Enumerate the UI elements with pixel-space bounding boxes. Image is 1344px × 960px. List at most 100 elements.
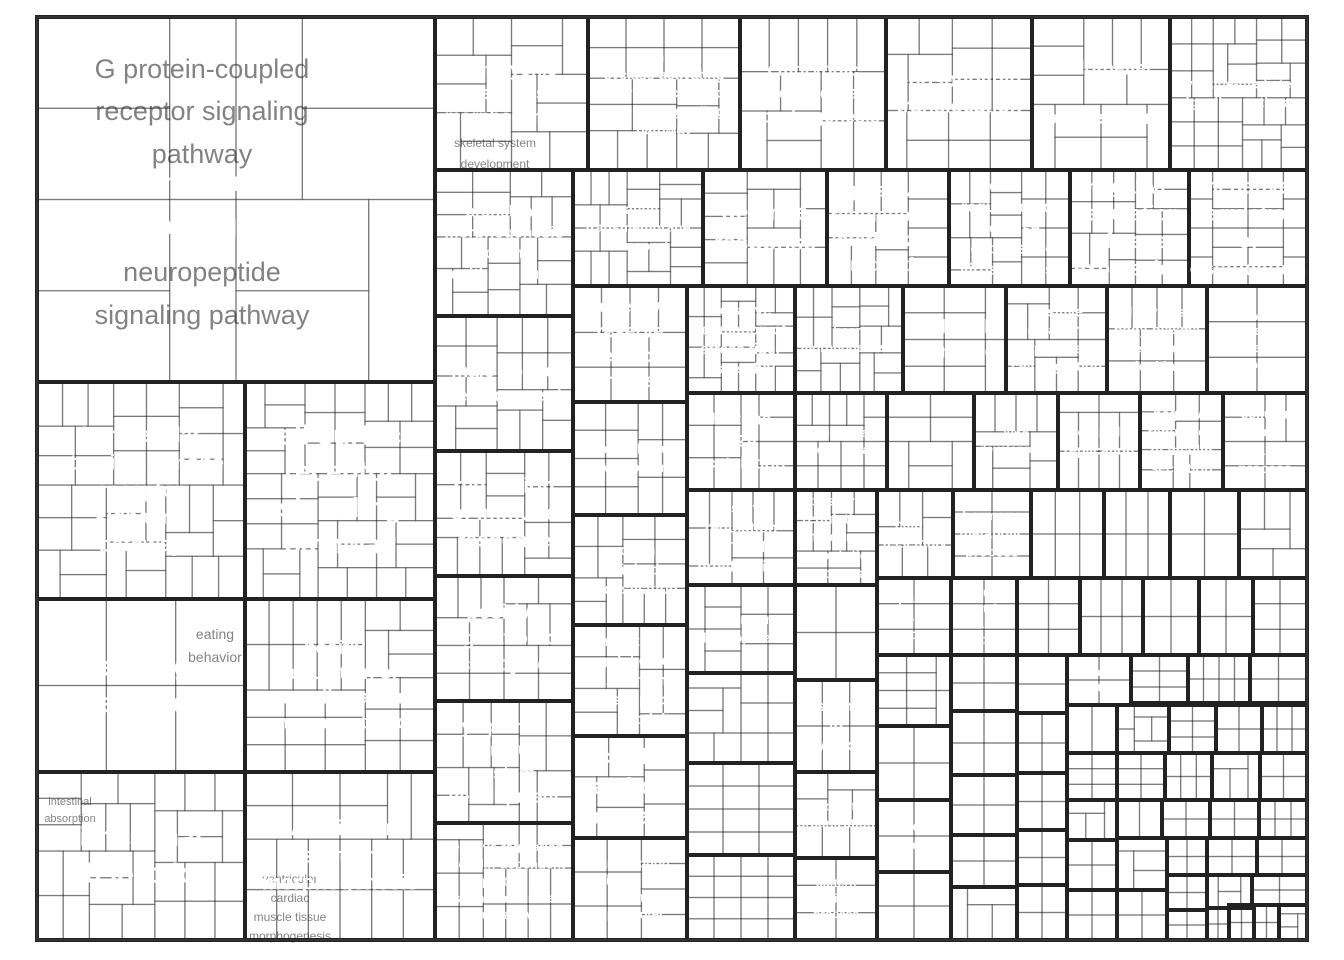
group-label: regulation: [705, 519, 778, 536]
treemap-subterm-tile: [1255, 39, 1283, 64]
treemap-tiles: [35, 15, 1309, 942]
group-label: response: [457, 529, 550, 552]
treemap-subterm-tile: [88, 877, 134, 906]
group-label: signaling pathway: [1178, 94, 1300, 110]
group-label: cell cycle: [460, 654, 549, 676]
group-label: behavior: [83, 687, 200, 718]
treemap-subterm-tile: [1193, 121, 1220, 147]
treemap-subterm-tile: [493, 766, 520, 806]
treemap-subterm-tile: [1100, 103, 1148, 138]
treemap-subterm-tile: [375, 496, 417, 522]
treemap-subterm-tile: [340, 643, 366, 691]
treemap-subterm-tile: [905, 689, 937, 709]
group-label: cAMP: [598, 743, 662, 769]
treemap-subterm-tile: [970, 237, 994, 271]
treemap-subterm-tile: [145, 484, 167, 543]
treemap-subterm-tile: [490, 733, 520, 769]
treemap-subterm-tile: [820, 70, 855, 122]
treemap-subterm-tile: [631, 77, 678, 106]
treemap-subterm-tile: [105, 802, 131, 852]
group-label: positive: [852, 181, 924, 202]
treemap-subterm-tile: [188, 484, 214, 534]
treemap-subterm-tile: [1190, 43, 1214, 72]
treemap-subterm-tile: [280, 498, 319, 525]
treemap-subterm-tile: [105, 512, 147, 543]
treemap-subterm-tile: [284, 689, 326, 719]
treemap-subterm-tile: [458, 872, 484, 908]
treemap-subterm-tile: [859, 305, 890, 327]
treemap-subterm-tile: [1193, 97, 1220, 123]
group-label: cellular: [1240, 405, 1290, 421]
group-label: interleukin-2: [832, 230, 945, 251]
group-label: reserve: [596, 321, 664, 342]
treemap-subterm-tile: [827, 550, 862, 569]
treemap-subterm-tile: [524, 521, 550, 559]
group-label: receptor: [99, 479, 183, 502]
group-label: process: [586, 803, 674, 829]
treemap-subterm-tile: [755, 325, 777, 354]
treemap-subterm-tile: [1247, 246, 1285, 268]
treemap-subterm-tile: [604, 429, 639, 460]
treemap-subterm-tile: [1034, 338, 1079, 358]
treemap-subterm-tile: [1212, 43, 1229, 85]
treemap-subterm-tile: [530, 196, 553, 238]
treemap-subterm-tile: [596, 776, 645, 809]
treemap-subterm-tile: [1083, 68, 1128, 106]
treemap-subterm-tile: [154, 810, 179, 864]
treemap-subterm-tile: [1227, 63, 1258, 85]
group-label: cell: [1246, 340, 1268, 355]
treemap-subterm-tile: [485, 495, 526, 519]
treemap-subterm-tile: [626, 241, 650, 273]
treemap-subterm-tile: [268, 643, 294, 691]
member-label: G protein-coupled: [95, 54, 310, 84]
treemap-subterm-tile: [176, 810, 224, 838]
group-label: protein: [605, 542, 656, 559]
treemap-subterm-tile: [1241, 97, 1265, 126]
group-label: septum: [303, 844, 378, 867]
treemap-subterm-tile: [773, 188, 802, 229]
group-label: negative: [711, 302, 772, 319]
group-label: cytokine-mediated: [1177, 76, 1300, 92]
treemap-subterm-tile: [827, 789, 854, 827]
group-label: signaling: [95, 506, 187, 529]
treemap-subterm-tile: [74, 454, 115, 486]
treemap-subterm-tile: [1091, 200, 1115, 234]
treemap-subterm-tile: [1020, 227, 1047, 258]
treemap-subterm-tile: [125, 541, 167, 572]
group-label: of T cell: [713, 539, 770, 556]
group-label: metabolic: [959, 525, 1025, 541]
treemap-subterm-tile: [1247, 208, 1285, 229]
group-label: development: [448, 787, 559, 807]
treemap-subterm-tile: [503, 603, 528, 647]
treemap-subterm-tile: [375, 472, 417, 498]
treemap-subterm-tile: [324, 689, 366, 719]
treemap-subterm-tile: [606, 871, 643, 907]
treemap-subterm-tile: [905, 672, 937, 692]
group-label: regulation of: [585, 653, 677, 670]
treemap-subterm-tile: [496, 388, 544, 411]
treemap-subterm-tile: [154, 861, 186, 902]
treemap-subterm-tile: [460, 236, 489, 270]
group-label: response: [803, 698, 870, 715]
group-label: receptor signaling: [603, 103, 724, 119]
member-label: neuropeptide: [123, 257, 281, 287]
group-label: initiation from: [587, 872, 674, 887]
treemap-subterm-tile: [1098, 411, 1121, 452]
treemap-group: [875, 724, 953, 802]
treemap-subterm-tile: [505, 867, 529, 905]
group-label: metabolic: [881, 608, 947, 624]
group-label: ion concentration: [260, 712, 419, 733]
treemap-subterm-tile: [336, 519, 378, 545]
group-label: process: [1238, 460, 1292, 476]
treemap-subterm-tile: [704, 628, 742, 652]
group-label: production: [838, 255, 937, 276]
group-label: lipid: [1251, 424, 1280, 440]
treemap-subterm-tile: [703, 346, 723, 379]
group-label: regulation of: [696, 321, 788, 338]
treemap-subterm-tile: [459, 484, 487, 519]
group-label: development: [587, 459, 674, 475]
group-label: nervous: [469, 740, 539, 760]
group-label: metabolic: [586, 346, 675, 367]
treemap-subterm-tile: [276, 838, 309, 891]
treemap-subterm-tile: [316, 643, 342, 691]
